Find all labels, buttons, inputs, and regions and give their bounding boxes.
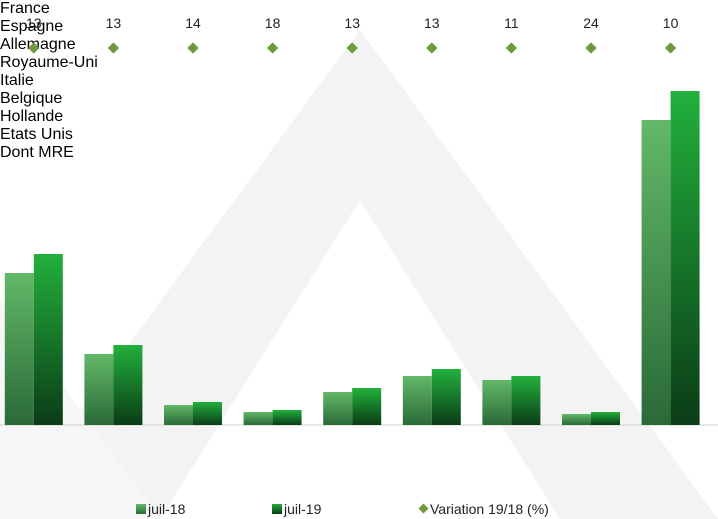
x-tick-label: Italie bbox=[0, 72, 34, 89]
legend-label: Variation 19/18 (%) bbox=[430, 501, 549, 517]
bar bbox=[641, 120, 671, 425]
bar bbox=[591, 412, 620, 425]
data-label: 13 bbox=[26, 15, 42, 31]
data-label: 13 bbox=[344, 15, 360, 31]
x-tick-label: Etats Unis bbox=[0, 126, 73, 143]
legend-swatch bbox=[136, 504, 146, 514]
legend-label: juil-19 bbox=[283, 501, 322, 517]
bar bbox=[243, 412, 273, 425]
data-label: 11 bbox=[504, 15, 519, 31]
data-label: 14 bbox=[185, 15, 201, 31]
bar bbox=[193, 402, 222, 425]
x-tick-label: Belgique bbox=[0, 90, 63, 107]
bar bbox=[431, 369, 461, 425]
x-tick-label: France bbox=[0, 0, 50, 17]
bar bbox=[402, 376, 432, 425]
data-label: 13 bbox=[106, 15, 122, 31]
marker bbox=[505, 42, 518, 54]
watermark bbox=[0, 30, 718, 519]
marker bbox=[28, 42, 40, 54]
x-tick-label: Royaume-Uni bbox=[0, 54, 98, 71]
bar bbox=[272, 410, 302, 425]
marker bbox=[426, 42, 438, 54]
bar bbox=[164, 405, 193, 425]
x-tick-label: Hollande bbox=[0, 108, 64, 125]
bar bbox=[352, 388, 382, 425]
bar bbox=[562, 414, 591, 425]
x-tick-label: Espagne bbox=[0, 18, 64, 35]
legend-swatch bbox=[418, 503, 429, 514]
data-label: 10 bbox=[663, 15, 679, 31]
legend-swatch bbox=[272, 504, 282, 514]
marker bbox=[346, 42, 358, 54]
bar bbox=[33, 254, 63, 425]
bar bbox=[323, 392, 353, 425]
data-label: 18 bbox=[265, 15, 281, 31]
bar bbox=[113, 345, 143, 425]
marker bbox=[664, 42, 677, 54]
bar bbox=[4, 273, 34, 425]
x-tick-label: Allemagne bbox=[0, 36, 76, 53]
data-label: 24 bbox=[583, 15, 599, 31]
marker bbox=[107, 42, 120, 54]
legend-label: juil-18 bbox=[147, 501, 186, 517]
data-label: 13 bbox=[424, 15, 440, 31]
bar bbox=[84, 354, 114, 425]
bar bbox=[482, 380, 512, 425]
bar bbox=[670, 91, 700, 425]
marker bbox=[585, 42, 597, 54]
x-tick-label: Dont MRE bbox=[0, 144, 74, 161]
marker bbox=[266, 42, 279, 54]
bar bbox=[511, 376, 541, 425]
marker bbox=[187, 42, 199, 54]
